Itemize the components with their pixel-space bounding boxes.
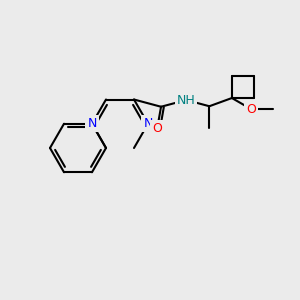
Text: N: N bbox=[143, 117, 153, 130]
Text: O: O bbox=[152, 122, 162, 135]
Text: N: N bbox=[87, 117, 97, 130]
Text: O: O bbox=[246, 103, 256, 116]
Text: NH: NH bbox=[177, 94, 196, 106]
